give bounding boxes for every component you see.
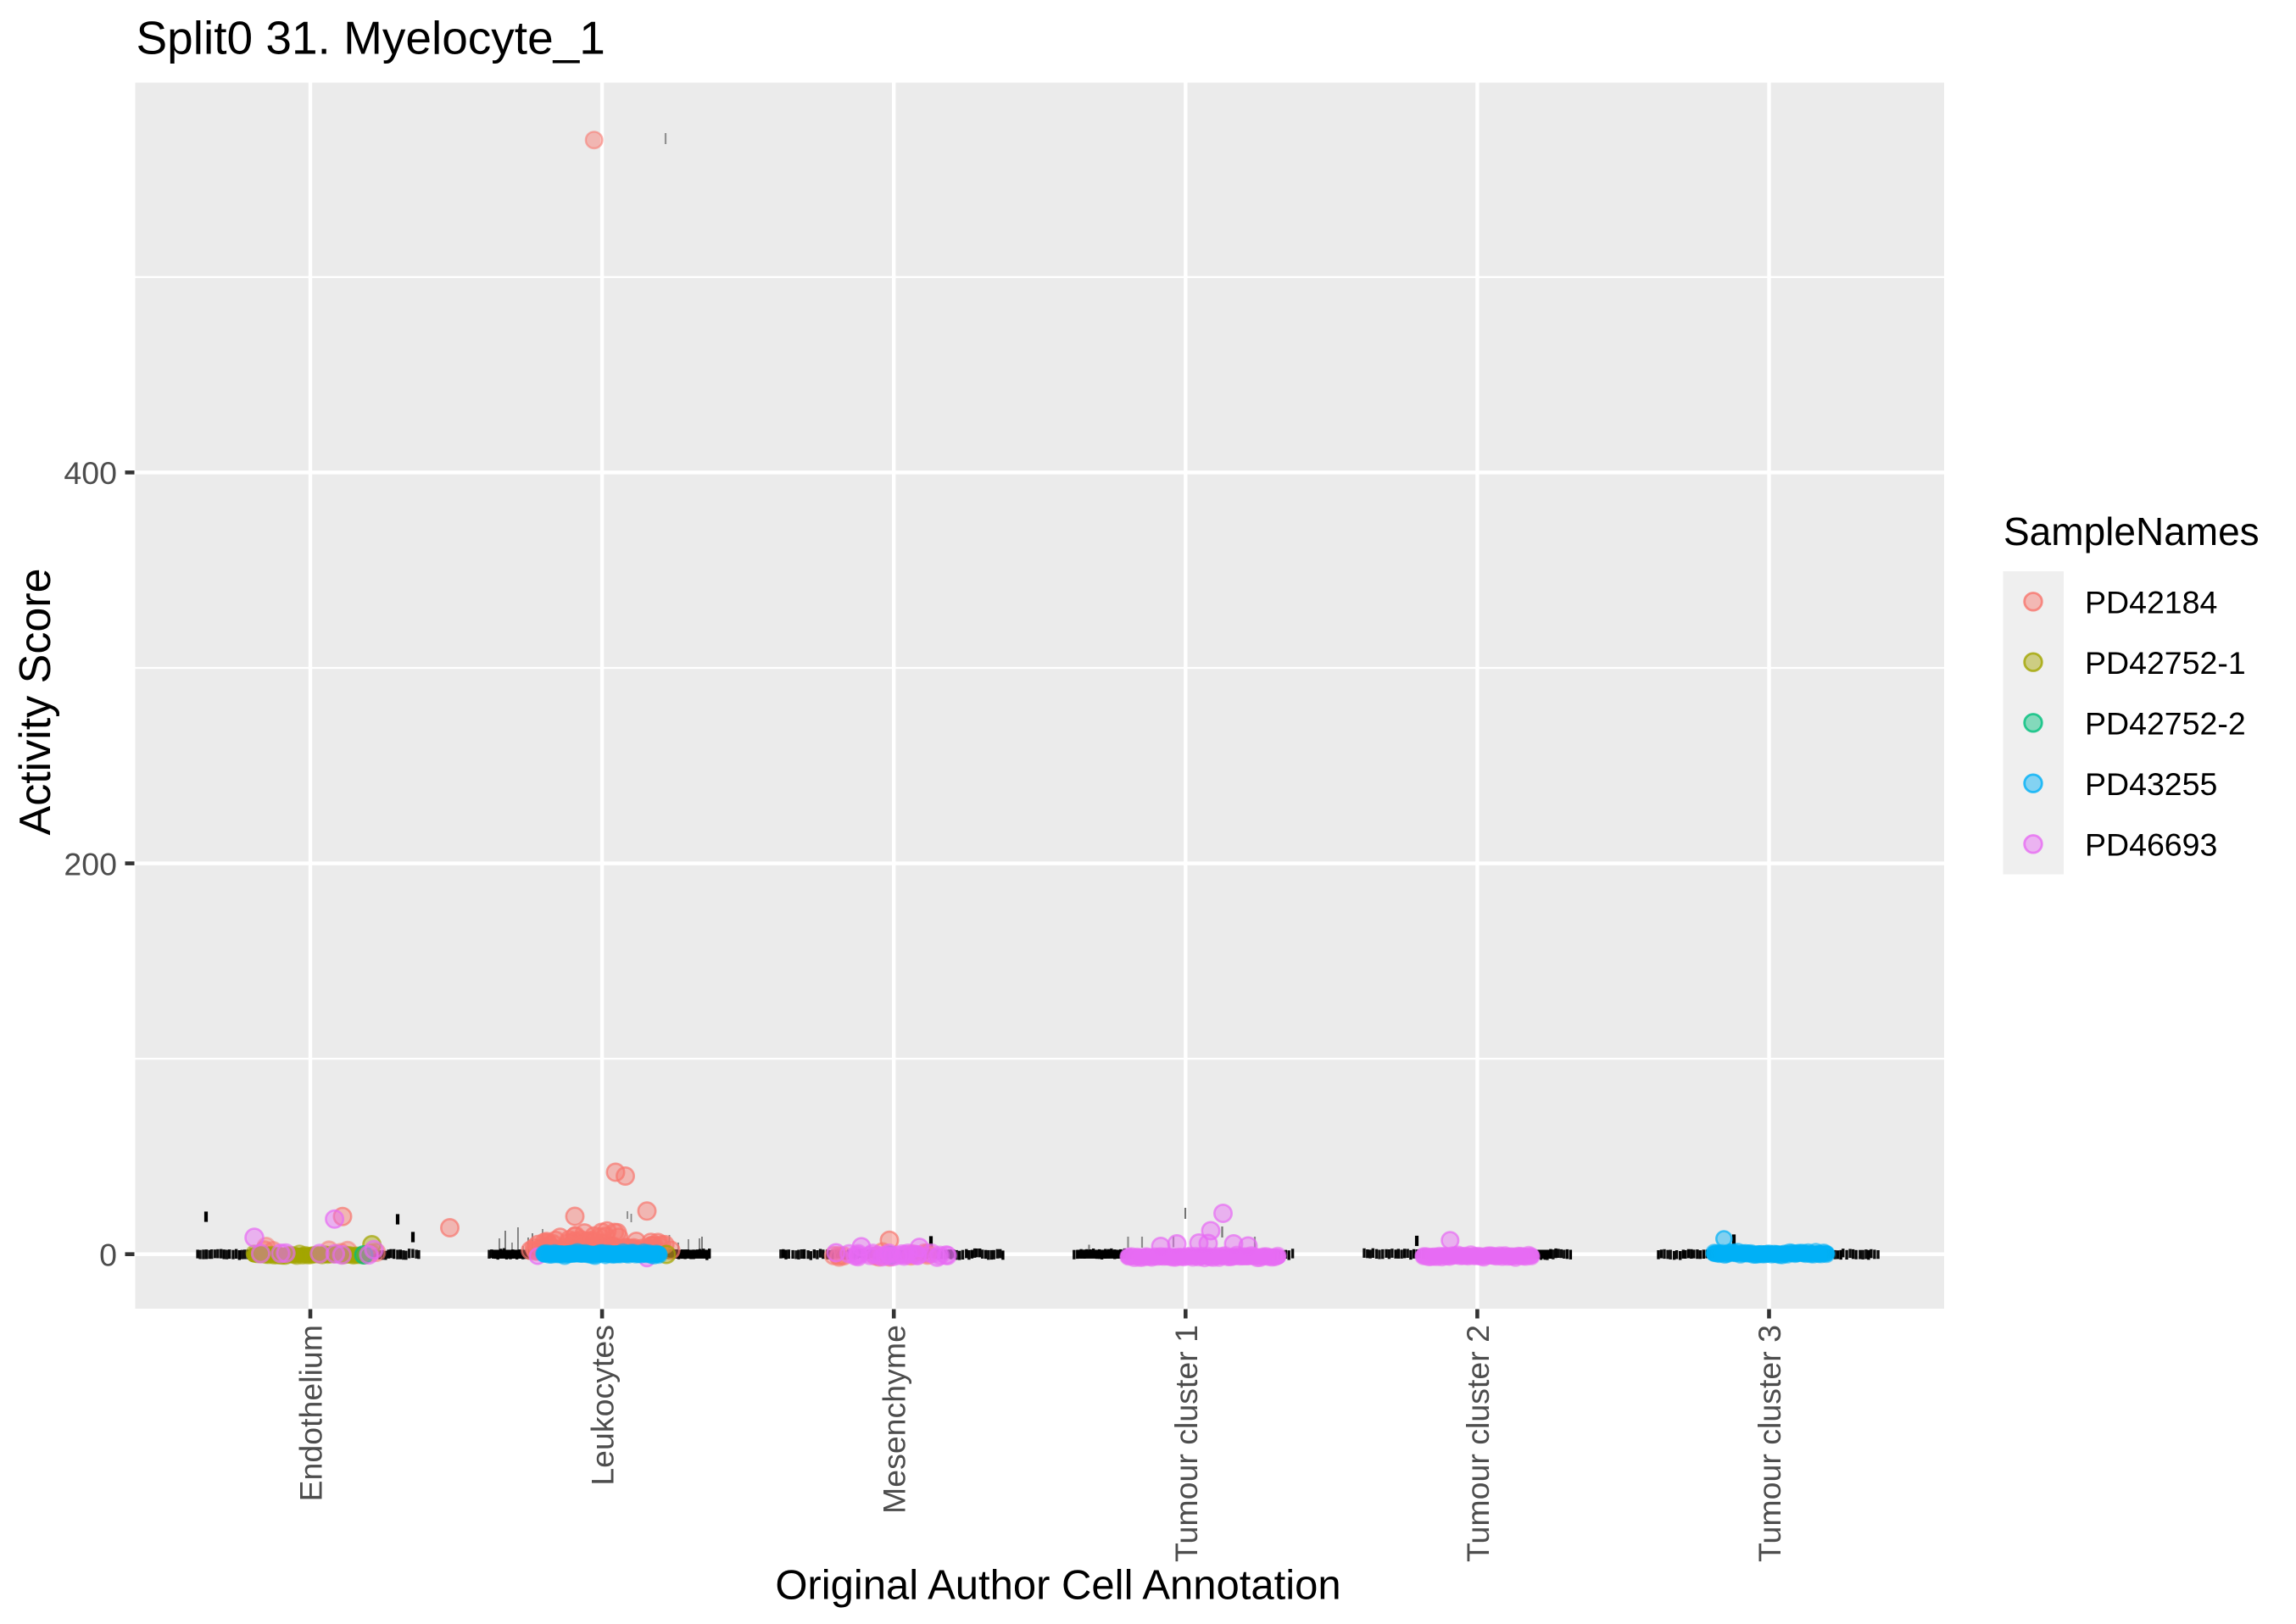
- svg-text:Leukocytes: Leukocytes: [585, 1325, 621, 1486]
- svg-text:Endothelium: Endothelium: [293, 1325, 329, 1501]
- svg-text:Mesenchyme: Mesenchyme: [877, 1325, 912, 1514]
- svg-text:400: 400: [64, 455, 117, 491]
- svg-text:Tumour cluster 1: Tumour cluster 1: [1168, 1325, 1204, 1562]
- svg-text:200: 200: [64, 846, 117, 882]
- svg-text:SampleNames: SampleNames: [2003, 509, 2260, 553]
- svg-text:PD46693: PD46693: [2085, 827, 2217, 863]
- svg-text:Activity Score: Activity Score: [11, 569, 60, 836]
- svg-text:PD42184: PD42184: [2085, 585, 2217, 620]
- svg-text:Tumour cluster 3: Tumour cluster 3: [1752, 1325, 1787, 1562]
- svg-text:Tumour cluster 2: Tumour cluster 2: [1460, 1325, 1496, 1562]
- svg-text:PD43255: PD43255: [2085, 766, 2217, 802]
- svg-text:PD42752-2: PD42752-2: [2085, 706, 2246, 742]
- svg-text:PD42752-1: PD42752-1: [2085, 645, 2246, 681]
- svg-text:Original Author Cell Annotatio: Original Author Cell Annotation: [775, 1563, 1340, 1609]
- svg-text:Split0 31. Myelocyte_1: Split0 31. Myelocyte_1: [137, 12, 605, 64]
- svg-text:0: 0: [99, 1237, 117, 1272]
